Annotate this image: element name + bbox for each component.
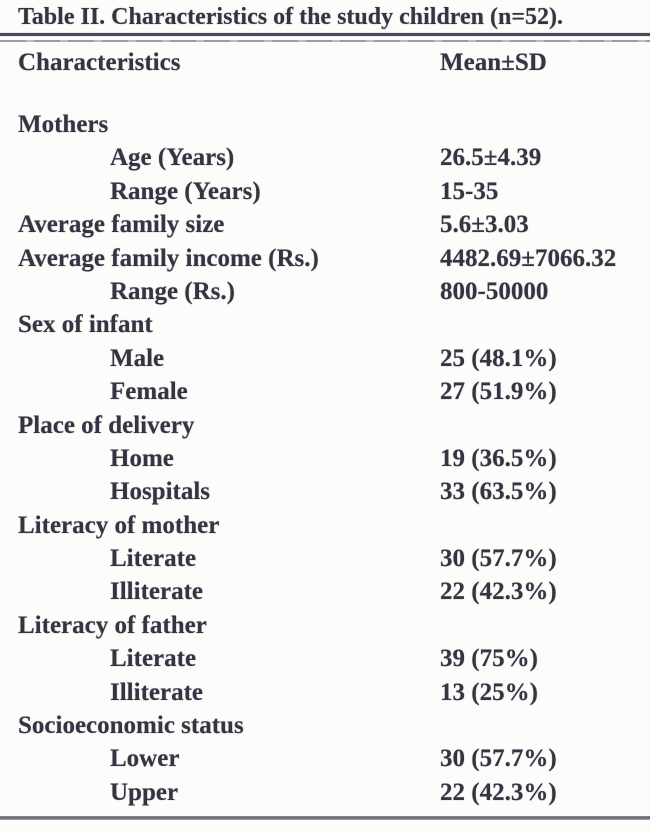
table-row: Mothers: [18, 108, 646, 141]
table-row: Literate 39 (75%): [18, 642, 646, 675]
table-row: Male 25 (48.1%): [18, 342, 646, 375]
row-label: Place of delivery: [18, 411, 195, 439]
table-row: Home 19 (36.5%): [18, 442, 646, 475]
row-value: 30 (57.7%): [440, 745, 557, 773]
row-value: 30 (57.7%): [440, 545, 557, 573]
table-row: Hospitals 33 (63.5%): [18, 475, 646, 508]
column-header-mean-sd: Mean±SD: [440, 49, 547, 76]
row-label: Female: [110, 378, 188, 406]
table-row: Sex of infant: [18, 308, 646, 341]
row-label: Hospitals: [110, 478, 211, 506]
row-label: Upper: [110, 778, 179, 806]
row-value: 27 (51.9%): [440, 378, 557, 406]
table-row: Illiterate 13 (25%): [18, 676, 646, 709]
row-label: Average family income (Rs.): [18, 244, 319, 272]
top-rule-light: [0, 40, 650, 42]
table-row: Range (Years) 15-35: [18, 175, 646, 208]
row-label: Mothers: [18, 111, 109, 138]
row-label: Range (Rs.): [110, 277, 235, 305]
top-rule-dark: [0, 33, 650, 36]
row-value: [440, 308, 646, 341]
bottom-rule: [0, 816, 650, 820]
row-label: Male: [110, 344, 165, 372]
table-row: Lower 30 (57.7%): [18, 742, 646, 775]
table-title: Table II. Characteristics of the study c…: [18, 4, 564, 30]
row-value: 5.6±3.03: [440, 211, 529, 239]
row-value: 25 (48.1%): [440, 344, 557, 372]
column-header-characteristics: Characteristics: [18, 49, 181, 76]
row-value: 15-35: [440, 177, 499, 205]
row-value: 39 (75%): [440, 645, 538, 673]
table-row: Range (Rs.) 800-50000: [18, 275, 646, 308]
row-label: Lower: [110, 745, 180, 773]
table-row: Average family income (Rs.) 4482.69±7066…: [18, 242, 646, 275]
table-row: Average family size 5.6±3.03: [18, 208, 646, 241]
row-value: [440, 609, 646, 642]
table-row: Literacy of father: [18, 609, 646, 642]
row-label: Literacy of father: [18, 611, 207, 639]
row-label: Literacy of mother: [18, 511, 220, 539]
row-label: Range (Years): [110, 177, 261, 205]
table-row: Illiterate 22 (42.3%): [18, 575, 646, 608]
table-rows: Mothers Age (Years) 26.5±4.39 Range (Yea…: [18, 108, 646, 809]
row-value: 13 (25%): [440, 678, 538, 706]
row-label: Illiterate: [110, 678, 204, 706]
row-value: 800-50000: [440, 277, 549, 305]
table-row: Place of delivery: [18, 409, 646, 442]
row-value: [440, 108, 646, 141]
table-header-row: Characteristics Mean±SD: [18, 46, 646, 79]
row-label: Age (Years): [110, 144, 235, 172]
table-row: Socioeconomic status: [18, 709, 646, 742]
table-row: Literacy of mother: [18, 509, 646, 542]
row-label: Average family size: [18, 211, 225, 239]
table-row: Upper 22 (42.3%): [18, 776, 646, 809]
row-value: 22 (42.3%): [440, 578, 557, 606]
row-value: [440, 709, 646, 742]
row-value: 19 (36.5%): [440, 444, 557, 472]
row-label: Home: [110, 444, 174, 472]
row-value: 26.5±4.39: [440, 144, 542, 172]
row-label: Socioeconomic status: [18, 712, 244, 740]
row-label: Literate: [110, 545, 197, 573]
table-row: Literate 30 (57.7%): [18, 542, 646, 575]
row-value: [440, 409, 646, 442]
row-label: Literate: [110, 645, 197, 673]
table-row: Age (Years) 26.5±4.39: [18, 141, 646, 174]
row-value: [440, 509, 646, 542]
row-value: 4482.69±7066.32: [440, 244, 617, 272]
row-value: 33 (63.5%): [440, 478, 557, 506]
row-value: 22 (42.3%): [440, 778, 557, 806]
table-row: Female 27 (51.9%): [18, 375, 646, 408]
row-label: Illiterate: [110, 578, 204, 606]
row-label: Sex of infant: [18, 311, 153, 339]
